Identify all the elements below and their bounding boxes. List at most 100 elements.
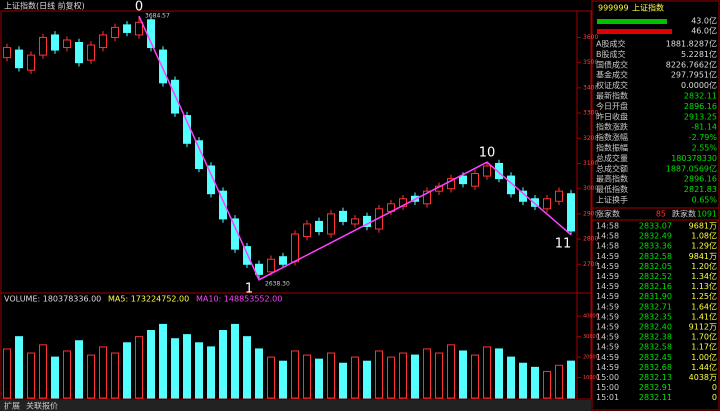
quote-panel bbox=[591, 0, 720, 411]
tick-volume: 1.29亿 bbox=[691, 241, 717, 251]
y-tick-label: 2900 bbox=[583, 210, 598, 217]
volume-bar bbox=[207, 346, 215, 399]
tick-volume: 0 bbox=[712, 393, 717, 402]
ma5-label: MA5: 173224752.00 bbox=[108, 295, 189, 304]
wave-label: 0 bbox=[135, 0, 143, 15]
y-tick-label: 2800 bbox=[583, 236, 598, 243]
tick-price: 2833.36 bbox=[639, 242, 672, 251]
tick-time: 14:59 bbox=[596, 292, 619, 301]
stat-label: 权证成交 bbox=[596, 80, 628, 90]
candle-body bbox=[327, 213, 335, 235]
volume-bar bbox=[279, 360, 287, 399]
stat-value: 1887.0569亿 bbox=[666, 163, 717, 173]
stat-label: 总成交额 bbox=[596, 163, 628, 173]
tick-price: 2833.07 bbox=[639, 222, 672, 231]
tick-volume: 1.08亿 bbox=[691, 231, 717, 241]
candle-body bbox=[99, 34, 107, 49]
stat-label: A股成交 bbox=[596, 39, 625, 49]
stat-label: 上证换手 bbox=[596, 195, 628, 205]
chart-title: 上证指数(日线 前复权) bbox=[4, 1, 85, 11]
tick-time: 14:59 bbox=[596, 343, 619, 352]
volume-bar bbox=[555, 364, 563, 399]
tab[interactable]: 关联报价 bbox=[26, 401, 58, 411]
stat-value: 0.0000亿 bbox=[681, 80, 717, 90]
candle-body bbox=[123, 24, 131, 33]
sell-amount: 46.0亿 bbox=[691, 26, 717, 36]
tick-time: 14:59 bbox=[596, 353, 619, 362]
tab[interactable]: 扩展 bbox=[4, 401, 20, 411]
candle-body bbox=[39, 36, 47, 56]
tick-time: 14:59 bbox=[596, 262, 619, 271]
tick-volume: 1.64亿 bbox=[691, 301, 717, 311]
candle-body bbox=[159, 49, 167, 84]
candle-body bbox=[363, 215, 371, 227]
stat-label: 指数涨幅 bbox=[596, 132, 628, 142]
stock-code: 999999 bbox=[598, 4, 629, 13]
candle-body bbox=[531, 198, 539, 207]
stat-label: 国债成交 bbox=[596, 59, 628, 69]
volume-bar bbox=[255, 348, 263, 399]
tick-time: 14:58 bbox=[596, 242, 619, 251]
tick-price: 2831.90 bbox=[639, 292, 672, 301]
candle-body bbox=[15, 49, 23, 69]
y-tick-label: 30000 bbox=[583, 334, 599, 340]
candle-body bbox=[459, 175, 467, 185]
volume-bar bbox=[51, 356, 59, 399]
tick-time: 14:58 bbox=[596, 222, 619, 231]
tick-price: 2832.91 bbox=[639, 383, 672, 392]
y-tick-label: 3200 bbox=[583, 135, 598, 142]
tick-price: 2832.52 bbox=[639, 272, 672, 281]
stat-value: 0.65% bbox=[692, 196, 718, 205]
volume-bar bbox=[315, 358, 323, 399]
candle-body bbox=[567, 193, 575, 232]
volume-bar bbox=[411, 354, 419, 399]
tick-time: 15:00 bbox=[596, 373, 619, 382]
volume-bar bbox=[351, 356, 359, 399]
stat-value: 2896.16 bbox=[684, 102, 717, 111]
y-tick-label: 3400 bbox=[583, 84, 598, 91]
volume-bar bbox=[567, 360, 575, 399]
volume-bar bbox=[135, 336, 143, 399]
volume-bar bbox=[75, 340, 83, 399]
stat-value: 2913.25 bbox=[684, 112, 717, 121]
tick-time: 15:01 bbox=[596, 393, 619, 402]
candle-body bbox=[315, 220, 323, 233]
tick-volume: 0 bbox=[712, 383, 717, 392]
stat-value: -2.79% bbox=[689, 133, 718, 142]
stat-value: 297.7951亿 bbox=[671, 70, 717, 80]
candle-body bbox=[423, 190, 431, 205]
tick-price: 2832.68 bbox=[639, 363, 672, 372]
volume-bar bbox=[99, 346, 107, 399]
tick-volume: 1.17亿 bbox=[691, 342, 717, 352]
tick-price: 2832.71 bbox=[639, 302, 672, 311]
volume-bar bbox=[495, 348, 503, 399]
candle-body bbox=[291, 233, 299, 263]
volume-bar bbox=[399, 352, 407, 399]
tick-time: 15:00 bbox=[596, 383, 619, 392]
candle-body bbox=[447, 178, 455, 190]
tick-price: 2832.45 bbox=[639, 353, 672, 362]
zigzag-line bbox=[138, 15, 572, 281]
volume-bar bbox=[231, 323, 239, 399]
volume-bar bbox=[291, 350, 299, 399]
y-tick-label: 10000 bbox=[583, 375, 599, 381]
stat-value: 2896.16 bbox=[684, 175, 717, 184]
stat-value: 1881.8287亿 bbox=[666, 39, 717, 49]
stat-label: 指数振幅 bbox=[596, 143, 628, 153]
tick-price: 2832.58 bbox=[639, 252, 672, 261]
volume-bar bbox=[159, 323, 167, 399]
volume-bar bbox=[339, 362, 347, 399]
y-tick-label: 2700 bbox=[583, 261, 598, 268]
stat-value: 2832.11 bbox=[684, 92, 717, 101]
stat-value: 8226.7662亿 bbox=[666, 59, 717, 69]
tick-volume: 9112万 bbox=[689, 323, 717, 332]
volume-bar bbox=[303, 354, 311, 399]
candle-body bbox=[543, 198, 551, 210]
wave-label: 11 bbox=[555, 236, 572, 251]
y-tick-label: 3000 bbox=[583, 185, 598, 192]
wave-label: 1 bbox=[245, 281, 253, 296]
candle-body bbox=[351, 218, 359, 225]
sell-bar bbox=[597, 29, 672, 34]
volume-bar bbox=[447, 344, 455, 399]
